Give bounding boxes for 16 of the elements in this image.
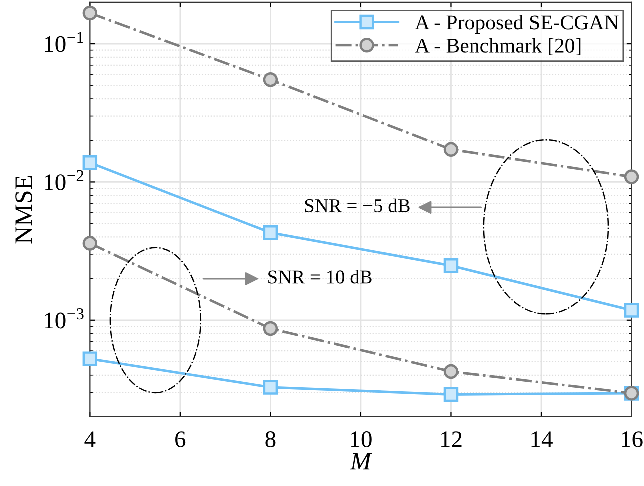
x-tick-label: 6 — [176, 432, 186, 448]
x-tick-label: 14 — [532, 432, 553, 448]
y-axis-title: NMSE — [16, 176, 32, 244]
legend-label: A - Proposed SE-CGAN — [415, 15, 619, 34]
y-tick-label: 10$^{−3}$ — [45, 308, 84, 329]
x-tick-label: 12 — [442, 432, 462, 448]
legend-label: A - Benchmark [20] — [415, 38, 581, 56]
x-axis-title: M — [350, 453, 373, 470]
annotation: SNR = −5 dB — [305, 198, 410, 213]
y-tick-label: 10$^{−1}$ — [45, 32, 84, 52]
x-tick-label: 8 — [266, 432, 276, 448]
x-tick-label: 16 — [622, 432, 643, 448]
y-tick-label: 10$^{−2}$ — [45, 170, 84, 191]
x-tick-label: 4 — [84, 432, 96, 448]
x-tick-label: 10 — [351, 432, 372, 448]
annotation: SNR = 10 dB — [268, 270, 372, 284]
